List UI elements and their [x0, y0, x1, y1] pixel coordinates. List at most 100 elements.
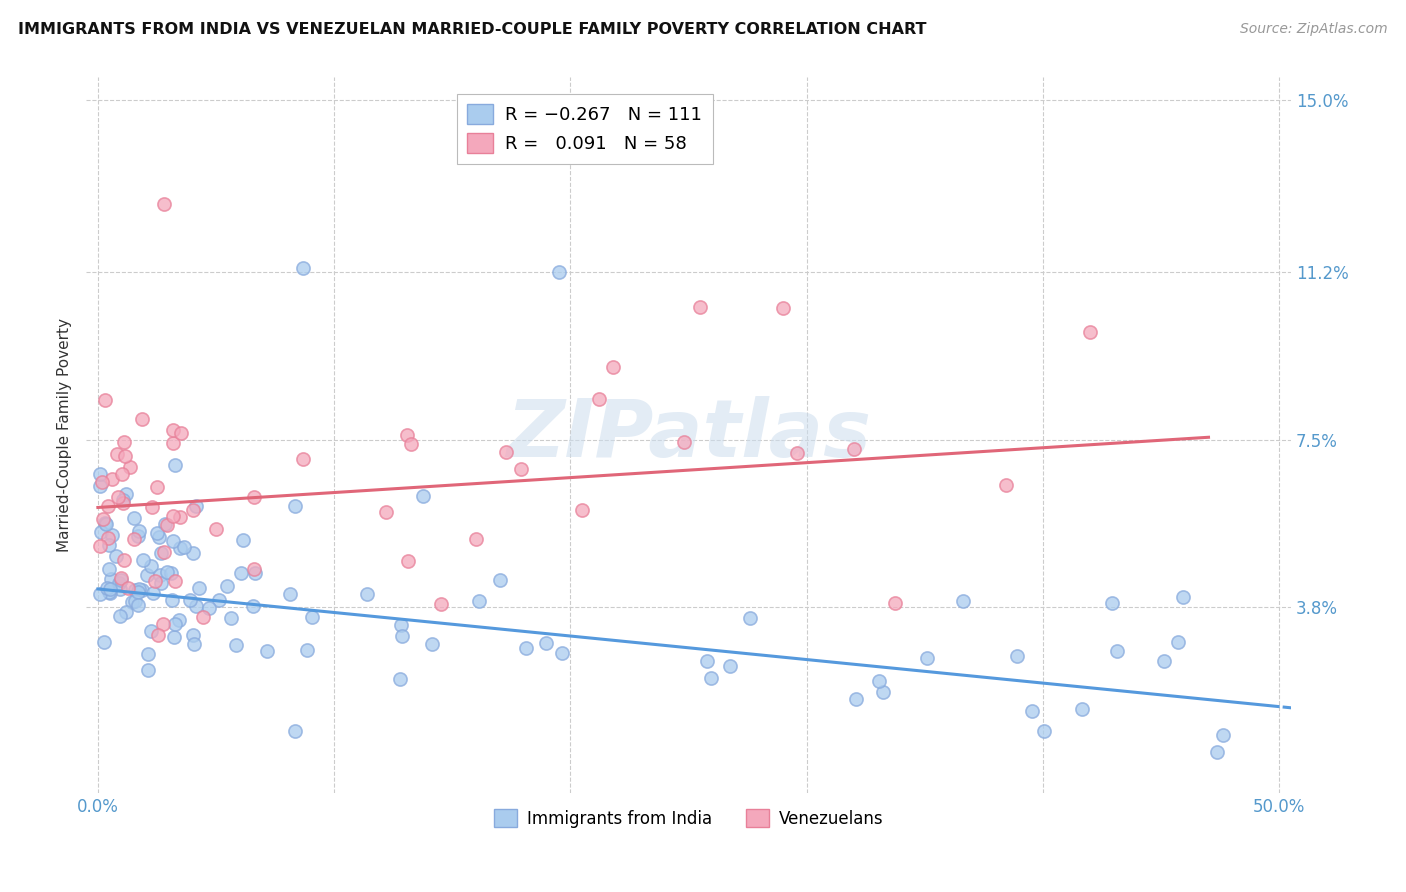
Point	[952, 594, 974, 608]
Point	[162, 534, 184, 549]
Point	[375, 505, 398, 519]
Point	[148, 628, 170, 642]
Point	[156, 566, 179, 580]
Point	[160, 593, 183, 607]
Point	[489, 573, 512, 587]
Point	[284, 499, 307, 513]
Point	[884, 596, 907, 610]
Point	[495, 444, 517, 458]
Point	[107, 490, 129, 504]
Point	[162, 436, 184, 450]
Point	[89, 467, 111, 481]
Point	[112, 553, 135, 567]
Point	[673, 434, 696, 449]
Point	[97, 499, 120, 513]
Point	[112, 493, 135, 508]
Point	[588, 392, 610, 407]
Point	[181, 503, 204, 517]
Point	[111, 467, 134, 481]
Text: Source: ZipAtlas.com: Source: ZipAtlas.com	[1240, 22, 1388, 37]
Point	[181, 546, 204, 560]
Point	[571, 502, 593, 516]
Point	[169, 541, 191, 555]
Point	[243, 562, 266, 576]
Point	[127, 529, 149, 543]
Point	[356, 587, 378, 601]
Point	[117, 581, 139, 595]
Point	[122, 510, 145, 524]
Point	[162, 423, 184, 437]
Point	[915, 651, 938, 665]
Point	[225, 638, 247, 652]
Point	[198, 600, 221, 615]
Point	[173, 540, 195, 554]
Point	[700, 671, 723, 685]
Point	[89, 479, 111, 493]
Point	[181, 628, 204, 642]
Point	[153, 545, 176, 559]
Point	[184, 599, 207, 614]
Legend: Immigrants from India, Venezuelans: Immigrants from India, Venezuelans	[486, 803, 890, 834]
Point	[98, 562, 121, 576]
Point	[100, 572, 122, 586]
Point	[1167, 634, 1189, 648]
Point	[136, 663, 159, 677]
Point	[97, 585, 120, 599]
Point	[738, 611, 761, 625]
Point	[297, 643, 319, 657]
Point	[232, 533, 254, 548]
Text: ZIPatlas: ZIPatlas	[506, 396, 872, 474]
Point	[141, 500, 163, 514]
Point	[183, 637, 205, 651]
Point	[143, 574, 166, 589]
Point	[278, 587, 301, 601]
Point	[148, 530, 170, 544]
Point	[153, 197, 176, 211]
Point	[167, 613, 190, 627]
Point	[242, 490, 264, 504]
Point	[301, 610, 323, 624]
Point	[93, 635, 115, 649]
Point	[112, 435, 135, 450]
Point	[163, 574, 186, 588]
Point	[110, 570, 132, 584]
Point	[105, 447, 128, 461]
Point	[149, 568, 172, 582]
Point	[131, 552, 153, 566]
Point	[93, 516, 115, 531]
Point	[136, 568, 159, 582]
Point	[146, 525, 169, 540]
Point	[121, 595, 143, 609]
Point	[420, 636, 443, 650]
Y-axis label: Married-Couple Family Poverty: Married-Couple Family Poverty	[58, 318, 72, 552]
Point	[153, 516, 176, 531]
Point	[219, 611, 242, 625]
Point	[602, 360, 624, 375]
Text: IMMIGRANTS FROM INDIA VS VENEZUELAN MARRIED-COUPLE FAMILY POVERTY CORRELATION CH: IMMIGRANTS FROM INDIA VS VENEZUELAN MARR…	[18, 22, 927, 37]
Point	[128, 582, 150, 596]
Point	[465, 532, 488, 546]
Point	[1212, 728, 1234, 742]
Point	[94, 516, 117, 531]
Point	[97, 538, 120, 552]
Point	[152, 617, 174, 632]
Point	[90, 525, 112, 540]
Point	[142, 585, 165, 599]
Point	[163, 631, 186, 645]
Point	[98, 586, 121, 600]
Point	[208, 593, 231, 607]
Point	[429, 597, 451, 611]
Point	[112, 496, 135, 510]
Point	[868, 673, 890, 688]
Point	[93, 392, 115, 407]
Point	[89, 539, 111, 553]
Point	[284, 724, 307, 739]
Point	[89, 587, 111, 601]
Point	[718, 658, 741, 673]
Point	[1153, 654, 1175, 668]
Point	[163, 458, 186, 473]
Point	[229, 566, 252, 580]
Point	[160, 566, 183, 581]
Point	[845, 691, 868, 706]
Point	[396, 427, 419, 442]
